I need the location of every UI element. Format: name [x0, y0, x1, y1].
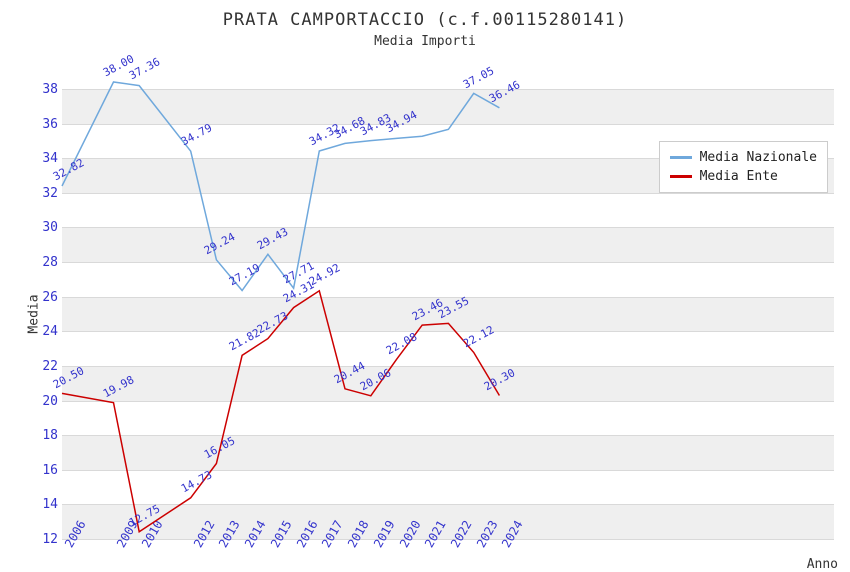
- y-tick-28: 28: [28, 255, 58, 270]
- chart-container: 38 36 34 32 30 28 26 24 22 20 18 16 14 1…: [0, 49, 850, 529]
- legend-swatch-ente: [670, 175, 692, 178]
- legend-item-1: Media Ente: [670, 167, 817, 186]
- legend-item-0: Media Nazionale: [670, 148, 817, 167]
- y-tick-34: 34: [28, 151, 58, 166]
- y-tick-12: 12: [28, 532, 58, 547]
- legend-swatch-nazionale: [670, 156, 692, 159]
- x-axis-title: Anno: [807, 557, 838, 572]
- y-tick-16: 16: [28, 463, 58, 478]
- y-tick-22: 22: [28, 359, 58, 374]
- gridline: [62, 539, 834, 540]
- chart-subtitle: Media Importi: [0, 30, 850, 49]
- chart-title: PRATA CAMPORTACCIO (c.f.00115280141): [0, 0, 850, 30]
- y-axis-title: Media: [27, 284, 42, 344]
- legend-label-ente: Media Ente: [700, 169, 778, 184]
- y-tick-14: 14: [28, 497, 58, 512]
- y-tick-38: 38: [28, 82, 58, 97]
- y-tick-20: 20: [28, 394, 58, 409]
- y-tick-30: 30: [28, 220, 58, 235]
- chart-legend: Media Nazionale Media Ente: [659, 141, 828, 193]
- data-label-blue-2023: 37.05: [461, 64, 496, 91]
- legend-label-nazionale: Media Nazionale: [700, 150, 817, 165]
- y-tick-36: 36: [28, 117, 58, 132]
- y-tick-18: 18: [28, 428, 58, 443]
- plot-area: 38 36 34 32 30 28 26 24 22 20 18 16 14 1…: [62, 89, 834, 539]
- y-tick-32: 32: [28, 186, 58, 201]
